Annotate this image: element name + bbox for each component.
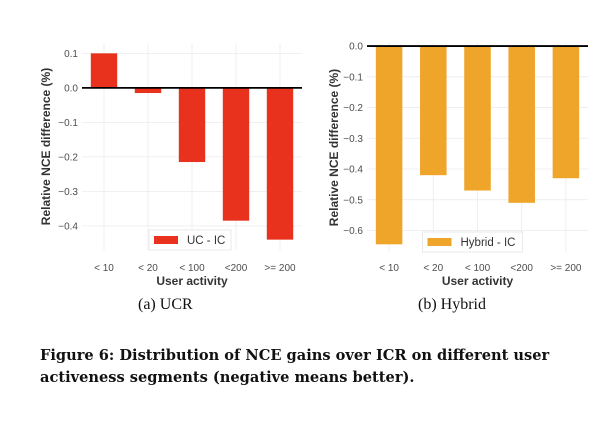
- chart-panel-hybrid: 0.0 −0.1 −0.2 −0.3 −0.4 −0.5 −0.6 < 10 < 20 < 100…: [327, 42, 588, 288]
- figure-caption: Figure 6: Distribution of NCE gains over…: [40, 347, 550, 386]
- y-tick-label: 0.0: [349, 42, 363, 53]
- bar-4: [266, 87, 294, 240]
- x-tick-label: < 100: [179, 263, 205, 274]
- legend-box: [422, 231, 523, 253]
- legend-label: UC - IC: [187, 235, 225, 247]
- x-tick-label: < 10: [379, 263, 399, 274]
- y-tick-label: −0.2: [58, 152, 78, 163]
- legend: UC - IC: [148, 229, 232, 251]
- x-tick-label: <200: [510, 263, 533, 274]
- bar-4: [552, 46, 580, 179]
- y-tick-label: 0.0: [64, 83, 78, 94]
- y-axis-title: Relative NCE difference (%): [39, 68, 53, 225]
- bar-3: [222, 87, 250, 221]
- subcaption-b: (b) Hybrid: [418, 296, 486, 313]
- bar-1: [420, 46, 447, 176]
- x-tick-label: < 10: [94, 263, 114, 274]
- y-tick-label: −0.3: [58, 187, 78, 198]
- y-tick-label: −0.6: [343, 226, 363, 237]
- legend: Hybrid - IC: [422, 231, 523, 253]
- bar-2: [464, 46, 491, 191]
- y-tick-label: −0.1: [58, 118, 78, 129]
- bar-1: [134, 87, 162, 94]
- x-tick-label: <200: [225, 263, 248, 274]
- x-axis-title: User activity: [442, 274, 514, 288]
- y-tick-label: 0.1: [64, 49, 78, 60]
- legend-swatch: [154, 236, 178, 244]
- legend-label: Hybrid - IC: [461, 237, 516, 249]
- bar-0: [375, 46, 403, 245]
- y-tick-label: −0.2: [343, 103, 363, 114]
- y-axis-title: Relative NCE difference (%): [327, 69, 341, 226]
- x-tick-label: >= 200: [550, 263, 582, 274]
- x-axis-title: User activity: [156, 274, 228, 288]
- y-tick-label: −0.5: [343, 195, 363, 206]
- bar-0: [90, 53, 118, 88]
- y-tick-label: −0.3: [343, 134, 363, 145]
- subcaption-a: (a) UCR: [138, 296, 193, 313]
- y-tick-label: −0.4: [58, 221, 78, 232]
- legend-swatch: [427, 238, 452, 246]
- bar-3: [508, 46, 535, 203]
- x-tick-label: < 100: [465, 263, 491, 274]
- y-tick-label: −0.4: [343, 165, 363, 176]
- chart-panel-ucr: 0.1 0.0 −0.1 −0.2 −0.3 −0.4 < 10 < 20 < 100 <200 >…: [39, 43, 302, 288]
- x-tick-label: >= 200: [264, 263, 296, 274]
- legend-box: [148, 229, 232, 251]
- bar-2: [178, 87, 206, 163]
- x-tick-label: < 20: [423, 263, 443, 274]
- x-tick-label: < 20: [138, 263, 158, 274]
- y-tick-label: −0.1: [343, 72, 363, 83]
